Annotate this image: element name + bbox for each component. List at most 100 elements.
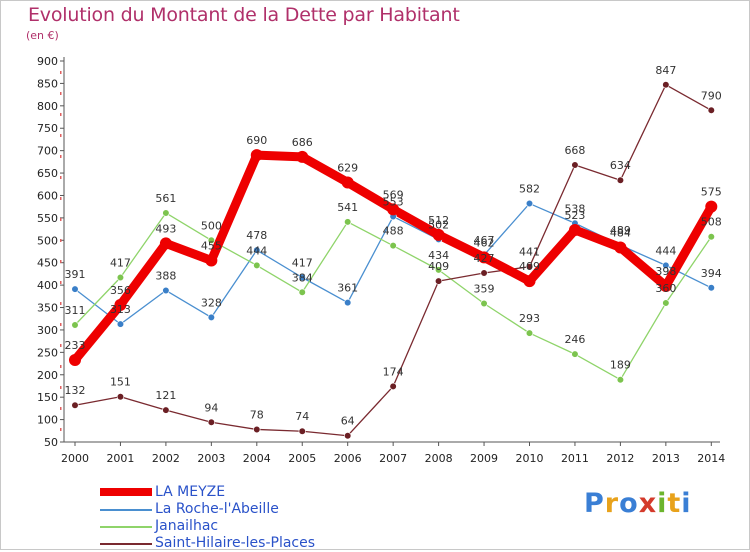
y-tick-label: 150 <box>37 391 58 404</box>
y-axis-marker <box>60 260 62 263</box>
data-label: 508 <box>701 216 722 229</box>
y-axis-marker <box>60 365 62 368</box>
data-point <box>614 241 627 254</box>
x-tick-label: 2010 <box>516 452 544 465</box>
chart-title: Evolution du Montant de la Dette par Hab… <box>28 4 460 26</box>
data-label: 538 <box>564 202 585 215</box>
data-label: 417 <box>110 256 131 269</box>
y-tick-label: 500 <box>37 234 58 247</box>
y-axis-marker <box>60 218 62 221</box>
data-label: 394 <box>701 267 722 280</box>
y-tick-label: 350 <box>37 302 58 315</box>
data-label: 523 <box>564 209 585 222</box>
x-tick-label: 2004 <box>243 452 271 465</box>
data-label: 569 <box>383 188 404 201</box>
y-tick-label: 900 <box>37 55 58 68</box>
x-tick-label: 2003 <box>197 452 225 465</box>
legend-label-la-meyze: LA MEYZE <box>155 484 226 500</box>
data-point <box>525 263 534 271</box>
data-label: 132 <box>65 384 86 397</box>
x-tick-label: 2012 <box>606 452 634 465</box>
data-point <box>253 261 261 269</box>
data-label: 356 <box>110 284 131 297</box>
y-axis-marker <box>60 197 62 200</box>
data-label: 151 <box>110 376 131 389</box>
data-point <box>432 228 445 241</box>
data-label: 467 <box>474 234 495 247</box>
y-axis-marker <box>60 281 62 284</box>
legend-label-la-roche-labeille: La Roche-l'Abeille <box>155 501 279 517</box>
data-label: 478 <box>246 229 267 242</box>
y-tick-label: 600 <box>37 189 58 202</box>
data-point <box>298 273 306 282</box>
y-axis-marker <box>60 239 62 242</box>
logo-letter: r <box>604 488 620 519</box>
data-point <box>389 242 397 250</box>
logo-letter: i <box>681 488 692 519</box>
data-point <box>298 427 306 435</box>
data-label: 575 <box>701 186 722 199</box>
data-label: 384 <box>292 271 313 284</box>
data-label: 582 <box>519 183 540 196</box>
legend-swatch-janailhac <box>100 526 152 528</box>
data-point <box>387 203 400 216</box>
y-axis-marker <box>60 323 62 326</box>
data-point <box>616 176 625 184</box>
proxiti-logo: Proxiti <box>584 488 692 519</box>
data-label: 388 <box>155 269 176 282</box>
y-tick-label: 400 <box>37 279 58 292</box>
y-tick-label: 800 <box>37 100 58 113</box>
legend-label-janailhac: Janailhac <box>155 518 219 534</box>
data-label: 455 <box>201 239 222 252</box>
x-tick-label: 2009 <box>470 452 498 465</box>
data-point <box>523 275 536 288</box>
data-point <box>298 288 306 296</box>
data-label: 488 <box>383 225 404 238</box>
data-label: 444 <box>655 244 676 257</box>
y-axis-marker <box>60 407 62 410</box>
data-label: 174 <box>383 365 404 378</box>
data-point <box>114 298 127 311</box>
data-point <box>568 223 581 236</box>
data-point <box>344 432 352 440</box>
y-axis-marker <box>60 71 62 74</box>
data-label: 489 <box>610 224 631 237</box>
data-point <box>207 236 215 244</box>
y-axis-marker <box>60 302 62 305</box>
data-label: 847 <box>655 64 676 77</box>
data-point <box>116 273 125 282</box>
legend-label-saint-hilaire-les-places: Saint-Hilaire-les-Places <box>155 535 316 551</box>
y-tick-label: 750 <box>37 122 58 135</box>
logo-letter: P <box>584 488 605 519</box>
data-label: 427 <box>474 252 495 265</box>
data-point <box>207 313 215 321</box>
x-tick-label: 2007 <box>379 452 407 465</box>
legend-swatch-saint-hilaire-les-places <box>100 543 152 545</box>
data-label: 493 <box>155 222 176 235</box>
logo-letter: x <box>638 488 658 519</box>
data-point <box>71 321 79 329</box>
data-label: 561 <box>155 192 176 205</box>
x-tick-label: 2000 <box>61 452 89 465</box>
data-label: 434 <box>428 249 449 262</box>
data-label: 328 <box>201 296 222 309</box>
data-point <box>662 261 670 269</box>
data-point <box>435 277 443 285</box>
data-point <box>435 266 443 274</box>
x-tick-label: 2006 <box>334 452 362 465</box>
data-label: 74 <box>295 410 309 423</box>
y-axis-marker <box>60 134 62 137</box>
data-label: 634 <box>610 159 631 172</box>
x-tick-label: 2013 <box>652 452 680 465</box>
data-label: 690 <box>246 134 267 147</box>
y-axis-marker <box>60 386 62 389</box>
logo-letter: i <box>657 488 668 519</box>
y-tick-label: 550 <box>37 212 58 225</box>
y-tick-label: 50 <box>44 436 58 449</box>
logo-letter: t <box>667 488 682 519</box>
x-tick-label: 2014 <box>697 452 725 465</box>
data-label: 94 <box>204 401 218 414</box>
data-point <box>207 418 215 426</box>
